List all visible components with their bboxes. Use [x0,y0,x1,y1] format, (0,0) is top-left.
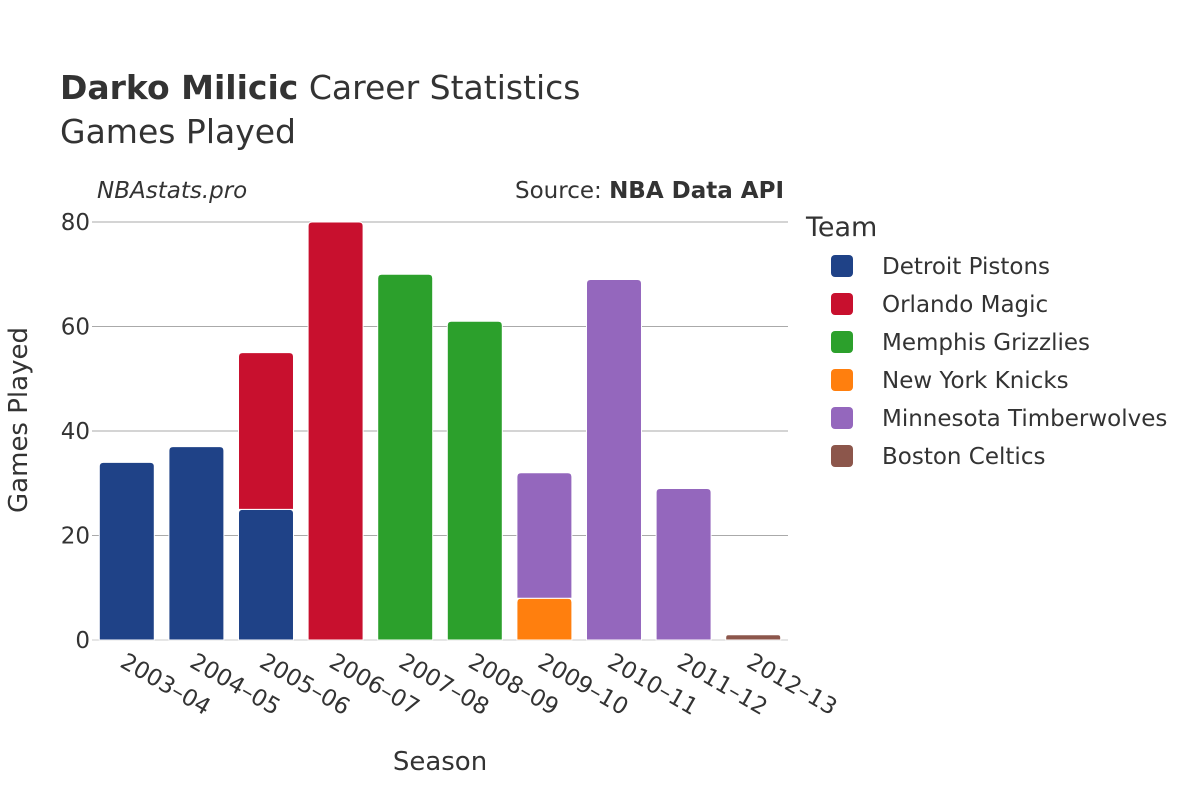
y-tick-label: 0 [75,628,90,654]
y-axis-ticks: 0 20 40 60 80 [61,210,90,654]
bar-segment [586,278,642,641]
bar-segment [516,472,573,599]
bars [98,221,782,641]
legend-label: Memphis Grizzlies [882,330,1090,356]
legend: Team Detroit Pistons Orlando Magic Memphis… [805,212,1167,470]
source-credit: Source: NBA Data API [515,178,784,204]
bar-segment [377,273,434,641]
legend-swatch [831,407,853,429]
legend-swatch [831,293,853,315]
bar-segment [516,597,573,641]
legend-label: Boston Celtics [882,444,1045,470]
legend-label: Orlando Magic [882,292,1048,318]
chart-subtitle: Games Played [60,112,296,151]
bar-segment [98,461,155,641]
bar-segment [655,487,712,641]
bar-segment [446,320,503,641]
bar-segment [307,221,364,641]
legend-swatch [831,331,853,353]
legend-swatch [831,255,853,277]
y-tick-label: 20 [61,524,90,550]
legend-swatch [831,369,853,391]
x-axis-ticks: 2003–042004–052005–062006–072007–082008–… [116,649,841,721]
source-prefix: Source: [515,178,610,204]
y-tick-label: 60 [61,315,90,341]
player-name: Darko Milicic [60,68,299,107]
legend-swatch [831,445,853,467]
chart-title: Darko Milicic Career Statistics [60,68,581,107]
y-tick-label: 40 [61,419,90,445]
legend-label: Detroit Pistons [882,254,1050,280]
title-rest: Career Statistics [308,68,581,107]
legend-title: Team [805,212,877,243]
bar-segment [238,508,294,641]
source-name: NBA Data API [609,178,784,204]
legend-label: New York Knicks [882,368,1069,394]
bar-segment [168,446,225,641]
y-tick-label: 80 [61,210,90,236]
bar-segment [725,634,782,641]
legend-label: Minnesota Timberwolves [882,406,1167,432]
y-axis-label: Games Played [4,327,34,513]
x-axis-label: Season [393,747,487,777]
watermark: NBAstats.pro [97,178,248,204]
bar-segment [238,352,294,510]
